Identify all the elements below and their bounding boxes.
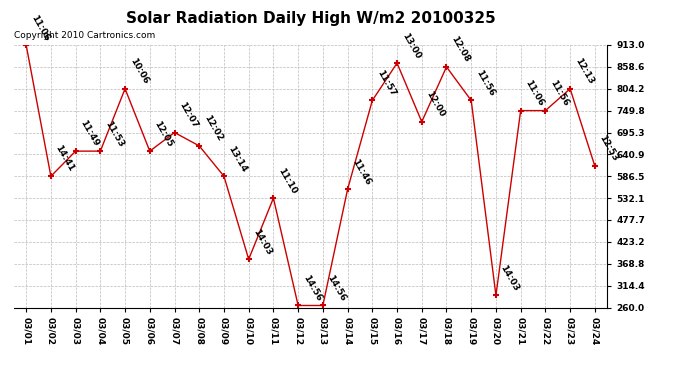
Text: 12:07: 12:07: [177, 100, 199, 130]
Text: 14:03: 14:03: [499, 263, 521, 292]
Text: 14:56: 14:56: [326, 273, 348, 303]
Text: 14:03: 14:03: [251, 227, 273, 256]
Text: 11:56: 11:56: [548, 78, 570, 108]
Text: 13:14: 13:14: [227, 144, 249, 174]
Text: Solar Radiation Daily High W/m2 20100325: Solar Radiation Daily High W/m2 20100325: [126, 11, 495, 26]
Text: 10:06: 10:06: [128, 57, 150, 86]
Text: 11:46: 11:46: [351, 157, 373, 186]
Text: 12:05: 12:05: [152, 119, 175, 148]
Text: 14:56: 14:56: [301, 273, 323, 303]
Text: 11:56: 11:56: [474, 68, 496, 98]
Text: 11:10: 11:10: [276, 166, 298, 195]
Text: 12:53: 12:53: [598, 134, 620, 163]
Text: 12:02: 12:02: [202, 114, 224, 143]
Text: 12:13: 12:13: [573, 57, 595, 86]
Text: 13:00: 13:00: [400, 31, 422, 60]
Text: 11:06: 11:06: [524, 79, 546, 108]
Text: 14:41: 14:41: [54, 144, 76, 174]
Text: 12:08: 12:08: [449, 35, 471, 64]
Text: 12:00: 12:00: [424, 90, 446, 119]
Text: 11:49: 11:49: [79, 119, 101, 148]
Text: Copyright 2010 Cartronics.com: Copyright 2010 Cartronics.com: [14, 31, 155, 40]
Text: 11:53: 11:53: [103, 119, 125, 148]
Text: 11:57: 11:57: [375, 68, 397, 98]
Text: 11:06: 11:06: [29, 13, 51, 42]
